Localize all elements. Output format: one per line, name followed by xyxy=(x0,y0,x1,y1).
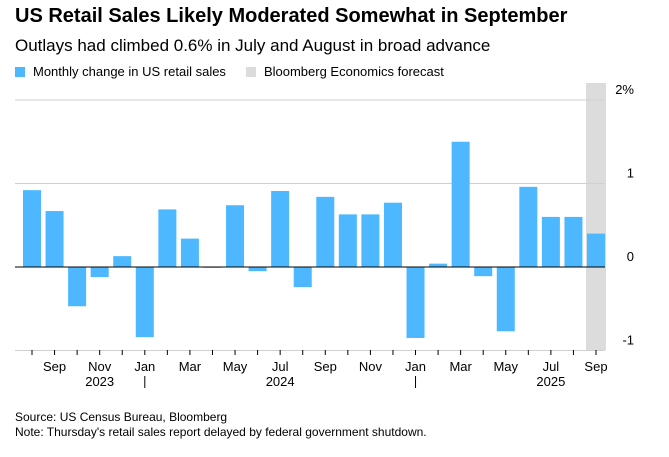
y-tick-label: 0 xyxy=(627,249,634,264)
x-tick-label: Sep xyxy=(584,359,607,374)
forecast-band xyxy=(586,83,606,350)
y-tick-label: 2% xyxy=(615,82,634,97)
bar xyxy=(90,267,109,278)
bar xyxy=(158,209,177,267)
bar xyxy=(474,267,493,277)
x-tick-label: Sep xyxy=(43,359,66,374)
bar xyxy=(564,216,583,267)
x-tick-label: Nov xyxy=(359,359,383,374)
chart-title: US Retail Sales Likely Moderated Somewha… xyxy=(15,5,568,27)
x-tick-label: Sep xyxy=(314,359,337,374)
year-label: 2023 xyxy=(85,374,114,389)
x-tick-label: Jul xyxy=(272,359,289,374)
x-tick-label: Mar xyxy=(179,359,202,374)
bar xyxy=(361,214,380,267)
bar xyxy=(68,267,87,307)
bar xyxy=(429,263,448,267)
chart-subtitle: Outlays had climbed 0.6% in July and Aug… xyxy=(15,36,491,55)
bar xyxy=(180,238,199,267)
bar xyxy=(23,190,41,267)
legend: Monthly change in US retail sales Bloomb… xyxy=(15,64,444,79)
legend-swatch-actual xyxy=(15,67,25,77)
bar xyxy=(587,233,605,267)
legend-label-forecast: Bloomberg Economics forecast xyxy=(263,64,444,79)
bar xyxy=(338,214,357,267)
bar xyxy=(496,267,515,332)
bar xyxy=(271,191,290,267)
legend-label-actual: Monthly change in US retail sales xyxy=(33,64,226,79)
legend-swatch-forecast xyxy=(245,67,256,77)
footnotes: Source: US Census Bureau, Bloomberg Note… xyxy=(15,410,427,440)
bar xyxy=(135,267,154,338)
y-tick-label: 1 xyxy=(627,166,634,181)
bar xyxy=(383,202,402,267)
bar xyxy=(226,205,245,267)
source-text: Source: US Census Bureau, Bloomberg xyxy=(15,410,228,424)
bar xyxy=(316,196,335,267)
note-text: Note: Thursday's retail sales report del… xyxy=(15,425,427,439)
x-tick-label: Jan xyxy=(134,359,155,374)
x-tick-label: Jul xyxy=(543,359,560,374)
y-tick-label: -1 xyxy=(622,333,634,348)
year-label: 2024 xyxy=(266,374,295,389)
x-tick-label: Mar xyxy=(449,359,472,374)
x-tick-label: Jan xyxy=(405,359,426,374)
bar xyxy=(451,141,470,267)
bar xyxy=(519,186,538,267)
bar xyxy=(113,256,132,267)
bar xyxy=(406,267,425,338)
bar xyxy=(248,267,267,272)
x-tick-label: May xyxy=(223,359,248,374)
bar xyxy=(293,267,312,288)
legend-forecast: Bloomberg Economics forecast xyxy=(245,64,444,79)
x-tick-label: May xyxy=(493,359,518,374)
bar xyxy=(541,216,560,267)
legend-actual: Monthly change in US retail sales xyxy=(15,64,226,79)
bar xyxy=(45,211,64,267)
x-tick-label: Nov xyxy=(88,359,112,374)
year-label: 2025 xyxy=(536,374,565,389)
